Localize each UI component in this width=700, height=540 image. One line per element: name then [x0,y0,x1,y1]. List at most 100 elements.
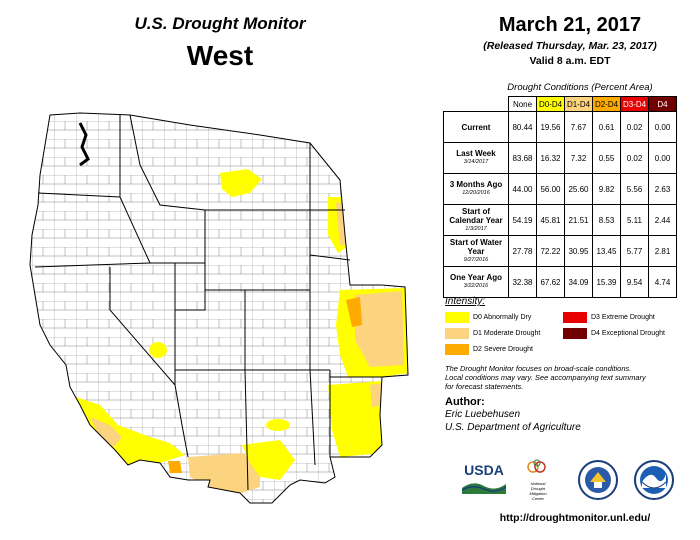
row-label: 3 Months Ago 12/20/2016 [443,173,509,205]
table-cell: 8.53 [592,204,621,236]
drought-d0-nevada [149,342,167,358]
drought-conditions-table: None D0-D4 D1-D4 D2-D4 D3-D4 D4 Current … [443,96,677,298]
drought-d2-arizona [168,461,182,473]
col-d4: D4 [648,96,677,112]
table-cell: 5.56 [620,173,649,205]
table-row: One Year Ago 3/22/2016 32.38 67.62 34.09 … [443,266,677,298]
commerce-seal-icon [578,460,618,500]
row-label-date: 12/20/2016 [462,190,490,196]
puget-sound [78,122,90,167]
col-d3-d4: D3-D4 [620,96,649,112]
region-title: West [186,40,254,71]
note-line: The Drought Monitor focuses on broad-sca… [445,364,632,373]
table-cell: 0.55 [592,142,621,174]
table-corner [444,97,509,112]
table-cell: 25.60 [564,173,593,205]
table-cell: 0.00 [648,142,677,174]
row-label-text: Start of Water Year [449,237,503,256]
usda-hills-icon [461,483,507,494]
ndmc-text: Mitigation [529,491,547,496]
drought-d1-socal [90,417,122,447]
table-cell: 34.09 [564,266,593,298]
table-row: Start of Calendar Year 1/3/2017 54.19 45.… [443,204,677,236]
legend-label: D1 Moderate Drought [473,330,541,337]
table-header-row: None D0-D4 D1-D4 D2-D4 D3-D4 D4 [444,96,677,112]
table-cell: 7.32 [564,142,593,174]
legend-heading: Intensity: [445,296,486,307]
legend-item-d2: D2 Severe Drought [445,344,533,355]
table-cell: 9.82 [592,173,621,205]
table-cell: 16.32 [536,142,565,174]
legend-item-d4: D4 Exceptional Drought [563,328,665,339]
table-cell: 19.56 [536,111,565,143]
legend-item-d3: D3 Extreme Drought [563,312,655,323]
ndmc-text: Drought [530,486,546,491]
row-label-date: 3/22/2016 [463,283,489,289]
table-cell: 54.19 [508,204,537,236]
note-line: Local conditions may vary. See accompany… [445,373,646,382]
usda-logo: USDA [461,462,507,498]
legend-swatch [563,312,587,323]
drought-d2-kansas [346,297,362,327]
author-heading: Author: [445,396,485,408]
table-cell: 21.51 [564,204,593,236]
map-base [30,113,408,503]
row-label: Current [443,111,509,143]
drought-map [29,112,409,504]
legend-label: D3 Extreme Drought [591,314,655,321]
usda-logo-text: USDA [464,462,504,478]
table-cell: 2.44 [648,204,677,236]
brand-title: U.S. Drought Monitor [134,14,306,33]
table-cell: 4.74 [648,266,677,298]
table-cell: 0.61 [592,111,621,143]
header-right: March 21, 2017 (Released Thursday, Mar. … [450,14,690,67]
table-cell: 44.00 [508,173,537,205]
drought-d0-montana [220,169,262,197]
row-label-text: One Year Ago [449,273,503,282]
table-cell: 72.22 [536,235,565,267]
table-cell: 0.00 [648,111,677,143]
table-cell: 5.11 [620,204,649,236]
drought-d0-socal [76,397,185,465]
table-cell: 2.81 [648,235,677,267]
ndmc-drop-icon [527,459,546,473]
col-d2-d4: D2-D4 [592,96,621,112]
drought-d0-arizona [242,440,295,480]
row-label-date: 9/27/2016 [463,256,489,263]
ndmc-text: National [530,481,546,486]
website-url[interactable]: http://droughtmonitor.unl.edu/ [499,512,651,524]
header-left: U.S. Drought Monitor West [100,14,340,72]
map-date: March 21, 2017 [498,14,642,36]
notes: The Drought Monitor focuses on broad-sca… [445,364,695,391]
legend-swatch [445,328,469,339]
table-cell: 83.68 [508,142,537,174]
row-label-date: 3/14/2017 [463,159,489,165]
row-label: Start of Calendar Year 1/3/2017 [443,204,509,236]
legend-swatch [445,312,469,323]
table-cell: 45.81 [536,204,565,236]
table-cell: 9.54 [620,266,649,298]
col-none: None [508,96,537,112]
table-row: Current 80.44 19.56 7.67 0.61 0.02 0.00 [443,111,677,143]
commerce-seal-logo [578,460,618,500]
table-row: Start of Water Year 9/27/2016 27.78 72.22… [443,235,677,267]
table-title: Drought Conditions (Percent Area) [507,82,653,93]
author-org: U.S. Department of Agriculture [445,422,581,433]
col-d0-d4: D0-D4 [536,96,565,112]
row-label: Last Week 3/14/2017 [443,142,509,174]
table-cell: 13.45 [592,235,621,267]
author-block: Author: Eric Luebehusen U.S. Department … [445,396,695,434]
table-cell: 0.02 [620,142,649,174]
legend-swatch [445,344,469,355]
row-label-text: Last Week [456,149,496,158]
table-cell: 15.39 [592,266,621,298]
legend: Intensity: D0 Abnormally Dry D1 Moderate… [445,296,685,355]
row-label-date: 1/3/2017 [465,225,487,232]
ndmc-logo: National Drought Mitigation Center [516,458,560,502]
valid-time: Valid 8 a.m. EDT [529,55,611,67]
table-row: 3 Months Ago 12/20/2016 44.00 56.00 25.60… [443,173,677,205]
ndmc-text: Center [531,496,544,501]
table-cell: 5.77 [620,235,649,267]
legend-label: D0 Abnormally Dry [473,314,532,321]
table-cell: 67.62 [536,266,565,298]
